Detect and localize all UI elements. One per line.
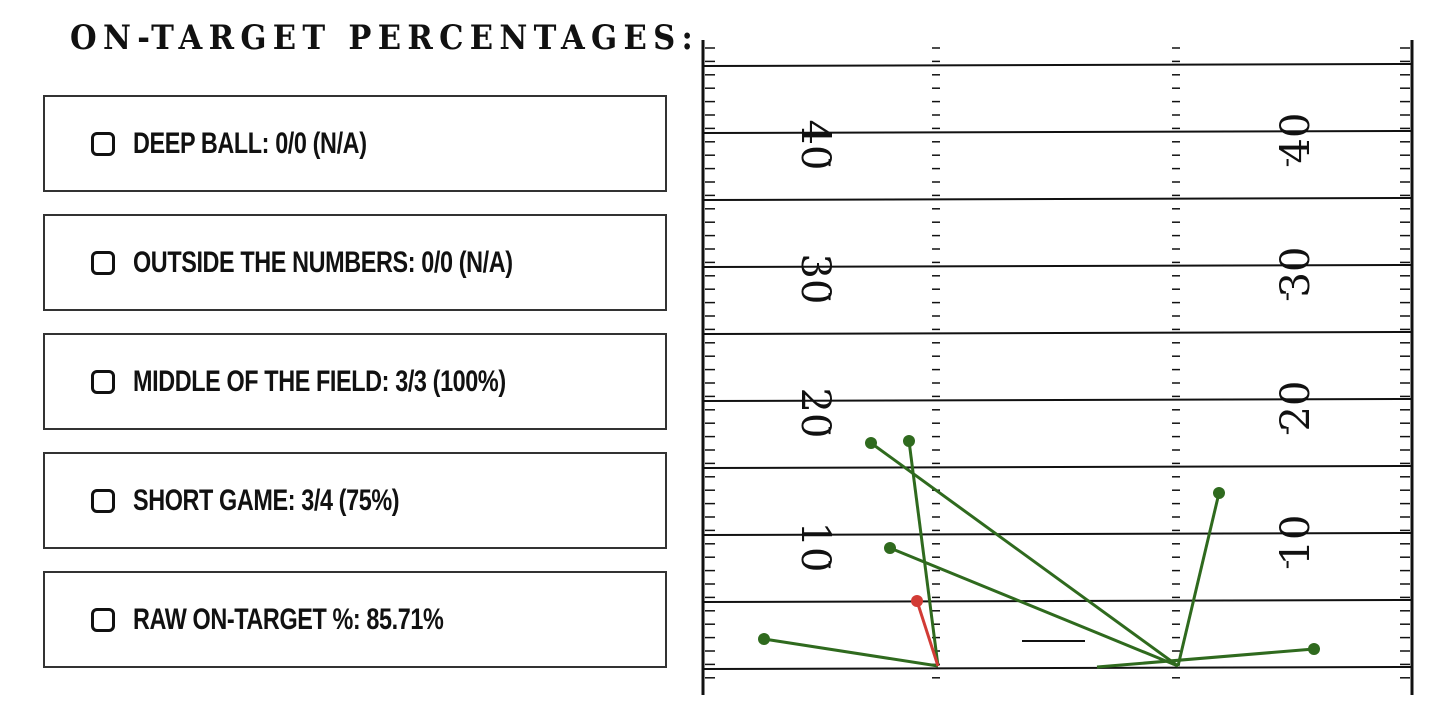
pass-target-dot-incomplete: [911, 595, 923, 607]
yard-line: [702, 331, 1413, 335]
stat-middle-field: MIDDLE OF THE FIELD: 3/3 (100%): [43, 333, 667, 430]
stat-label: MIDDLE OF THE FIELD: 3/3 (100%): [133, 364, 506, 398]
pass-line-complete: [907, 440, 940, 667]
pass-target-dot-complete: [758, 633, 770, 645]
checkbox-icon[interactable]: [91, 250, 115, 275]
yard-number-right-20: 20: [1273, 381, 1319, 432]
yard-number-right-10: 10: [1273, 515, 1319, 566]
pass-line-complete: [870, 441, 1179, 668]
yard-arrow-left: ': [826, 155, 833, 185]
yard-line: [702, 398, 1413, 402]
pass-line-complete: [1176, 492, 1221, 667]
checkbox-icon[interactable]: [91, 369, 115, 394]
pass-line-complete: [889, 546, 1179, 668]
left-yard-numbers: 40 ' 30 ' 20 ' 10 ': [792, 120, 838, 587]
yard-number-left-40: 40: [792, 120, 838, 171]
pass-chart: [758, 435, 1320, 669]
pass-target-dot-complete: [1308, 643, 1320, 655]
stat-label: OUTSIDE THE NUMBERS: 0/0 (N/A): [133, 245, 513, 279]
right-yard-numbers: 40 ' 30 ' 20 ' 10 ': [1273, 113, 1319, 587]
checkbox-icon[interactable]: [91, 488, 115, 513]
yard-number-right-40: 40: [1273, 113, 1319, 164]
stat-label: RAW ON-TARGET %: 85.71%: [133, 602, 444, 636]
yard-line: [702, 130, 1413, 134]
page-title: ON-TARGET PERCENTAGES:: [70, 18, 700, 58]
pass-target-dot-complete: [884, 542, 896, 554]
pass-line-complete: [1096, 647, 1315, 669]
checkbox-icon[interactable]: [91, 607, 115, 632]
yard-line: [702, 264, 1413, 268]
yard-arrow-left: ': [826, 557, 833, 587]
yard-arrow-left: ': [826, 423, 833, 453]
yard-arrow-right: ': [1284, 423, 1291, 453]
yard-arrow-right: ': [1284, 155, 1291, 185]
stat-short-game: SHORT GAME: 3/4 (75%): [43, 452, 667, 549]
pass-target-dot-complete: [1213, 487, 1225, 499]
yard-arrow-left: ': [826, 289, 833, 319]
yard-number-left-30: 30: [792, 254, 838, 305]
pass-target-dot-complete: [903, 435, 915, 447]
yard-line: [702, 666, 1413, 670]
stat-raw-on-target: RAW ON-TARGET %: 85.71%: [43, 571, 667, 668]
pass-line-complete: [763, 637, 939, 668]
yard-line: [702, 197, 1413, 201]
pass-target-dot-complete: [865, 437, 877, 449]
yard-arrow-right: ': [1284, 289, 1291, 319]
checkbox-icon[interactable]: [91, 131, 115, 156]
stat-outside-numbers: OUTSIDE THE NUMBERS: 0/0 (N/A): [43, 214, 667, 311]
yard-arrow-right: ': [1284, 557, 1291, 587]
field-lines: [701, 40, 1414, 695]
stat-label: DEEP BALL: 0/0 (N/A): [133, 126, 367, 160]
yard-line: [702, 465, 1413, 469]
yard-number-right-30: 30: [1273, 247, 1319, 298]
stat-deep-ball: DEEP BALL: 0/0 (N/A): [43, 95, 667, 192]
yard-line: [702, 599, 1413, 603]
stat-label: SHORT GAME: 3/4 (75%): [133, 483, 400, 517]
yard-number-left-10: 10: [792, 522, 838, 573]
yard-line: [702, 63, 1413, 67]
hash-marks: [705, 47, 1410, 679]
yard-number-left-20: 20: [792, 388, 838, 439]
pass-line-incomplete: [915, 600, 940, 667]
yard-line: [702, 532, 1413, 536]
